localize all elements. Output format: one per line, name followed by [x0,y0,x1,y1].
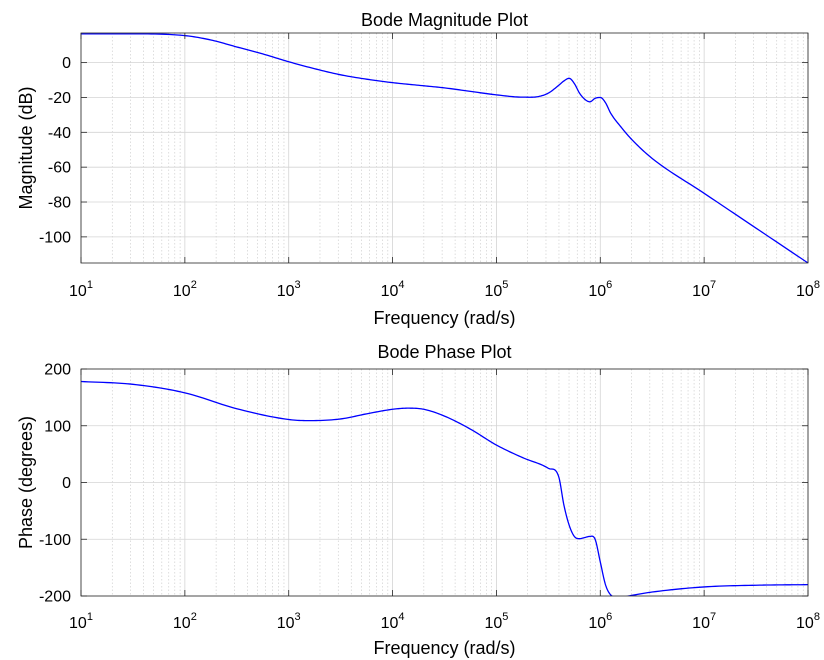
magnitude-y-tick-label: -20 [48,90,71,107]
magnitude-title: Bode Magnitude Plot [361,10,528,30]
phase-x-tick-label: 108 [796,611,820,632]
magnitude-x-tick-label: 106 [588,279,612,300]
magnitude-series-line [81,33,808,263]
phase-y-tick-label: 100 [44,418,71,435]
phase-x-tick-label: 107 [692,611,716,632]
magnitude-plot: 101 102 103 104 105 106 107 108 0 -20 -40 -60 -80 -10… [16,10,820,328]
phase-x-tick-label: 103 [277,611,301,632]
phase-y-tick-label: 0 [62,475,71,492]
phase-y-tick-label: 200 [44,362,71,379]
magnitude-x-tick-label: 104 [381,279,405,300]
magnitude-major-grid [80,33,809,263]
phase-x-tick-label: 102 [173,611,197,632]
magnitude-y-tick-label: -60 [48,160,71,177]
magnitude-x-tick-label: 103 [277,279,301,300]
phase-y-axis-label: Phase (degrees) [16,416,36,549]
magnitude-x-axis-label: Frequency (rad/s) [373,308,515,328]
magnitude-axes-box [80,32,809,264]
phase-x-tick-label: 106 [588,611,612,632]
magnitude-y-tick-label: -40 [48,125,71,142]
magnitude-x-tick-label: 107 [692,279,716,300]
phase-y-tick-label: -100 [39,532,71,549]
phase-series-line [81,380,808,596]
magnitude-x-tick-label: 102 [173,279,197,300]
phase-y-tick-label: -200 [39,589,71,606]
phase-plot: 101 102 103 104 105 106 107 108 200 100 0 -100 -200 B… [16,342,820,658]
phase-x-tick-label: 105 [484,611,508,632]
magnitude-y-tick-label: -80 [48,195,71,212]
magnitude-y-tick-label: -100 [39,229,71,246]
magnitude-x-tick-label: 105 [484,279,508,300]
magnitude-x-tick-label: 108 [796,279,820,300]
phase-x-axis-label: Frequency (rad/s) [373,638,515,658]
phase-title: Bode Phase Plot [377,342,511,362]
phase-x-tick-label: 104 [381,611,405,632]
magnitude-y-axis-label: Magnitude (dB) [16,86,36,209]
magnitude-y-tick-label: 0 [62,55,71,72]
phase-x-tick-label: 101 [69,611,93,632]
magnitude-plot-area [81,33,808,263]
magnitude-x-tick-label: 101 [69,279,93,300]
